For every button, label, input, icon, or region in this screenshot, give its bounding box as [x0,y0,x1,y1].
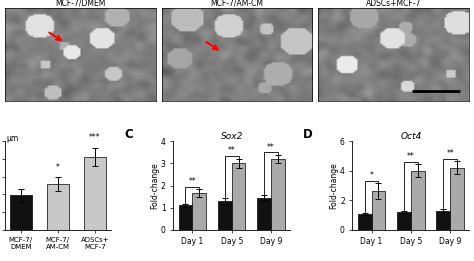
Title: Sox2: Sox2 [220,132,243,141]
Text: *: * [370,171,374,180]
Bar [372,191,385,230]
Text: μm: μm [7,134,19,143]
Text: D: D [303,128,313,141]
Title: Oct4: Oct4 [400,132,421,141]
Bar [9,195,32,230]
Bar [192,193,206,230]
Bar [397,212,411,230]
Bar [271,159,285,230]
Bar [450,168,464,230]
Y-axis label: Fold-change: Fold-change [329,162,338,209]
Text: **: ** [267,143,275,152]
Bar [437,211,450,230]
Bar [358,214,372,230]
Text: **: ** [447,149,454,158]
Text: **: ** [189,177,196,186]
Bar [257,198,271,230]
Bar [411,171,425,230]
Y-axis label: Fold-change: Fold-change [150,162,159,209]
Text: ***: *** [89,133,101,142]
Bar [218,201,232,230]
Text: **: ** [407,152,415,161]
Text: **: ** [228,146,236,155]
Title: MCF-7/AM-CM: MCF-7/AM-CM [210,0,264,8]
Bar [47,184,69,230]
Bar [84,157,106,230]
Bar [232,163,246,230]
Title: ADSCs+MCF-7: ADSCs+MCF-7 [366,0,421,8]
Text: *: * [56,163,60,173]
Title: MCF-7/DMEM: MCF-7/DMEM [55,0,105,8]
Text: C: C [124,128,133,141]
Bar [179,205,192,230]
